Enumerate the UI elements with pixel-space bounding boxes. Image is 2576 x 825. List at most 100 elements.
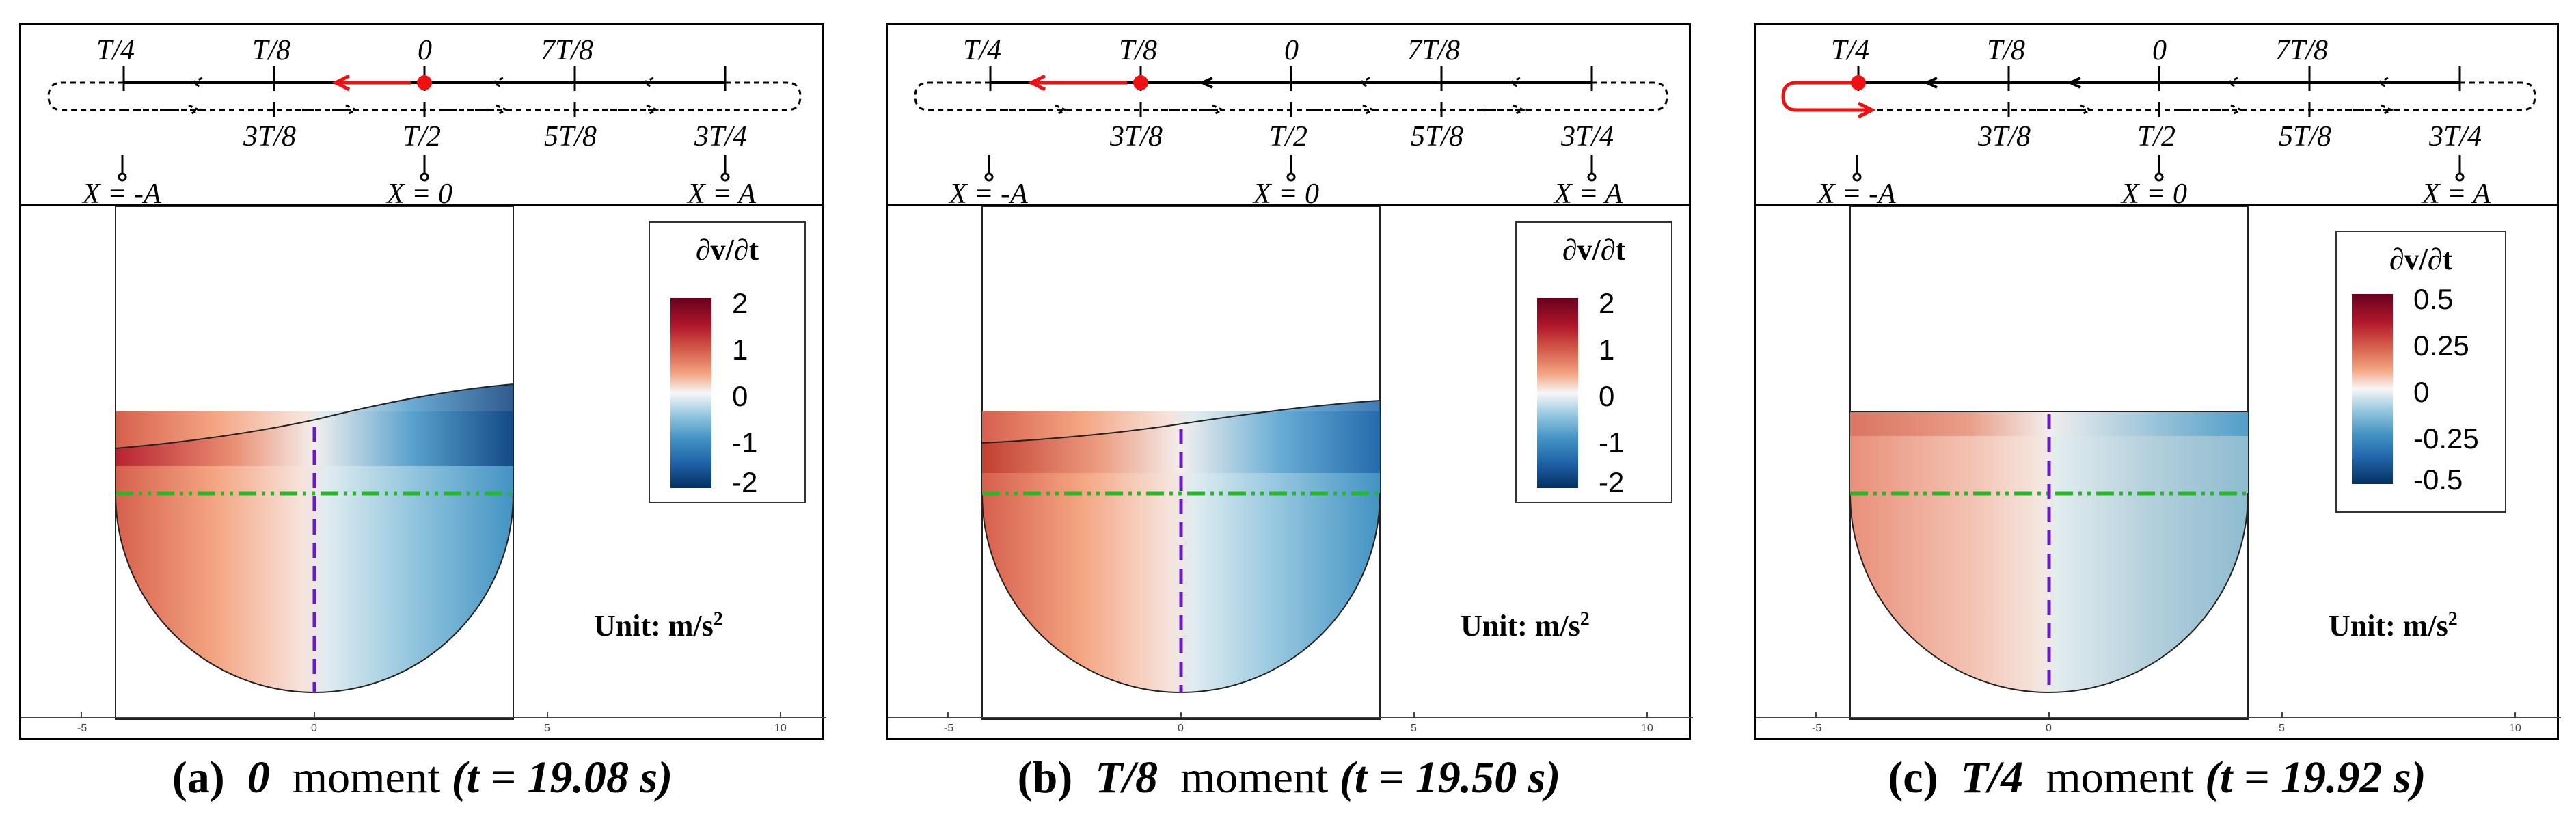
- position-marker: [417, 75, 432, 90]
- caption-b: (b) T/8 moment (t = 19.50 s): [1017, 753, 1561, 802]
- field-svg: -5 0 5 10: [21, 206, 826, 734]
- label-3t8: 3T/8: [1109, 121, 1163, 152]
- panel-b: T/4 T/8 0 7T/8 3T/8 T/2 5T/8 3T/4 X = -A…: [886, 0, 1693, 825]
- legend-tick: -0.25: [2413, 422, 2479, 455]
- free-surface-layer: [116, 384, 513, 466]
- label-5t8: 5T/8: [544, 121, 597, 152]
- tick-label: 0: [311, 722, 317, 734]
- label-7t8: 7T/8: [1407, 35, 1460, 66]
- label-0: 0: [2152, 35, 2167, 66]
- label-x-0: X = 0: [385, 178, 452, 208]
- unit-label: Unit: m/s2: [594, 608, 723, 643]
- label-x-a: X = A: [2421, 178, 2491, 208]
- timeline-diagram: T/4 T/8 0 7T/8 3T/8 T/2 5T/8 3T/4 X = -A…: [886, 23, 1691, 208]
- tick-label: -5: [944, 722, 953, 734]
- legend-colorbar: [670, 298, 711, 488]
- timeline-svg: T/4 T/8 0 7T/8 3T/8 T/2 5T/8 3T/4 X = -A…: [1781, 35, 2536, 208]
- label-x-neg-a: X = -A: [81, 178, 161, 208]
- label-t8: T/8: [1119, 35, 1157, 66]
- label-t4: T/4: [1831, 35, 1869, 66]
- tick-label: 5: [2279, 722, 2285, 734]
- position-pins: [1852, 155, 2465, 182]
- label-t8: T/8: [252, 35, 290, 66]
- unit-label: Unit: m/s2: [1461, 608, 1590, 643]
- direction-arrow: [1027, 74, 1127, 92]
- position-marker: [1851, 75, 1866, 90]
- tick-label: 10: [1641, 722, 1653, 734]
- direction-arrow: [1781, 81, 1876, 119]
- tank-wall: [1849, 493, 2249, 693]
- label-3t4: 3T/4: [1560, 121, 1614, 152]
- label-5t8: 5T/8: [2279, 121, 2331, 152]
- timeline-diagram: T/4 T/8 0 7T/8 3T/8 T/2 5T/8 3T/4 X = -A…: [1754, 23, 2559, 208]
- label-3t8: 3T/8: [1977, 121, 2031, 152]
- caption-a: (a) 0 moment (t = 19.08 s): [172, 753, 673, 802]
- contour-plot: -5 0 5 10 ∂v/∂t 2 1 0 -1 -2 Unit: m/s2: [19, 206, 826, 740]
- label-x-neg-a: X = -A: [948, 178, 1028, 208]
- legend-tick: 1: [1599, 334, 1615, 366]
- label-7t8: 7T/8: [2275, 35, 2328, 66]
- free-surface: [981, 400, 1381, 444]
- label-x-a: X = A: [686, 178, 756, 208]
- legend-tick: 0: [1599, 380, 1615, 412]
- position-pins: [984, 155, 1597, 182]
- label-3t8: 3T/8: [243, 121, 296, 152]
- legend-tick: 2: [1599, 287, 1615, 319]
- direction-arrow: [331, 74, 411, 92]
- panel-c: T/4 T/8 0 7T/8 3T/8 T/2 5T/8 3T/4 X = -A…: [1754, 0, 2561, 825]
- legend-tick: -1: [732, 427, 758, 459]
- label-t8: T/8: [1987, 35, 2025, 66]
- timeline-tracks: [1857, 66, 2536, 117]
- tick-label: 5: [1411, 722, 1417, 734]
- label-t4: T/4: [96, 35, 135, 66]
- label-3t4: 3T/4: [694, 121, 747, 152]
- tick-label: 0: [1178, 722, 1184, 734]
- label-t2: T/2: [403, 121, 441, 152]
- label-t2: T/2: [1269, 121, 1307, 152]
- legend-tick: -2: [732, 466, 758, 498]
- legend-title: ∂v/∂t: [1562, 233, 1626, 267]
- tick-label: 10: [774, 722, 787, 734]
- color-legend: ∂v/∂t 2 1 0 -1 -2: [1515, 221, 1672, 503]
- unit-label: Unit: m/s2: [2329, 608, 2458, 643]
- legend-colorbar: [2352, 294, 2393, 484]
- label-x-neg-a: X = -A: [1816, 178, 1896, 208]
- contour-plot: -5 0 5 10 ∂v/∂t 0.5 0.25 0 -0.25 -0.5 Un…: [1754, 206, 2561, 740]
- legend-tick: 0: [732, 380, 748, 412]
- field-svg: -5 0 5 10: [888, 206, 1693, 734]
- position-marker: [1133, 75, 1148, 90]
- label-5t8: 5T/8: [1411, 121, 1463, 152]
- legend-tick: 0.25: [2413, 329, 2469, 362]
- label-x-0: X = 0: [2120, 178, 2187, 208]
- label-3t4: 3T/4: [2428, 121, 2482, 152]
- tick-label: -5: [1812, 722, 1821, 734]
- tick-label: 5: [544, 722, 550, 734]
- legend-tick: 1: [732, 334, 748, 366]
- position-pins: [118, 155, 730, 182]
- legend-tick: -0.5: [2413, 463, 2463, 496]
- label-0: 0: [418, 35, 432, 66]
- legend-tick: 2: [732, 287, 748, 319]
- caption-c: (c) T/4 moment (t = 19.92 s): [1888, 753, 2426, 802]
- tick-label: 10: [2509, 722, 2521, 734]
- legend-tick: 0.5: [2413, 283, 2454, 315]
- timeline-diagram: T/4 T/8 0 7T/8 3T/8 T/2 5T/8 3T/4 X = -A…: [19, 23, 824, 208]
- timeline-tracks: [914, 66, 1668, 117]
- legend-colorbar: [1537, 298, 1578, 488]
- label-7t8: 7T/8: [541, 35, 593, 66]
- label-t4: T/4: [963, 35, 1001, 66]
- timeline-tracks: [47, 66, 802, 117]
- tick-label: -5: [77, 722, 87, 734]
- label-t2: T/2: [2137, 121, 2175, 152]
- contour-plot: -5 0 5 10 ∂v/∂t 2 1 0 -1 -2 Unit: m/s2: [886, 206, 1693, 740]
- label-x-0: X = 0: [1252, 178, 1319, 208]
- color-legend: ∂v/∂t 2 1 0 -1 -2: [649, 221, 806, 503]
- legend-tick: -1: [1599, 427, 1625, 459]
- legend-title: ∂v/∂t: [2389, 243, 2453, 276]
- fluid-region: [1850, 411, 2248, 692]
- label-x-a: X = A: [1553, 178, 1623, 208]
- color-legend: ∂v/∂t 0.5 0.25 0 -0.25 -0.5: [2335, 231, 2506, 513]
- legend-title: ∂v/∂t: [695, 233, 759, 267]
- panel-a: T/4 T/8 0 7T/8 3T/8 T/2 5T/8 3T/4 X = -A…: [19, 0, 826, 825]
- field-svg: -5 0 5 10: [1756, 206, 2561, 734]
